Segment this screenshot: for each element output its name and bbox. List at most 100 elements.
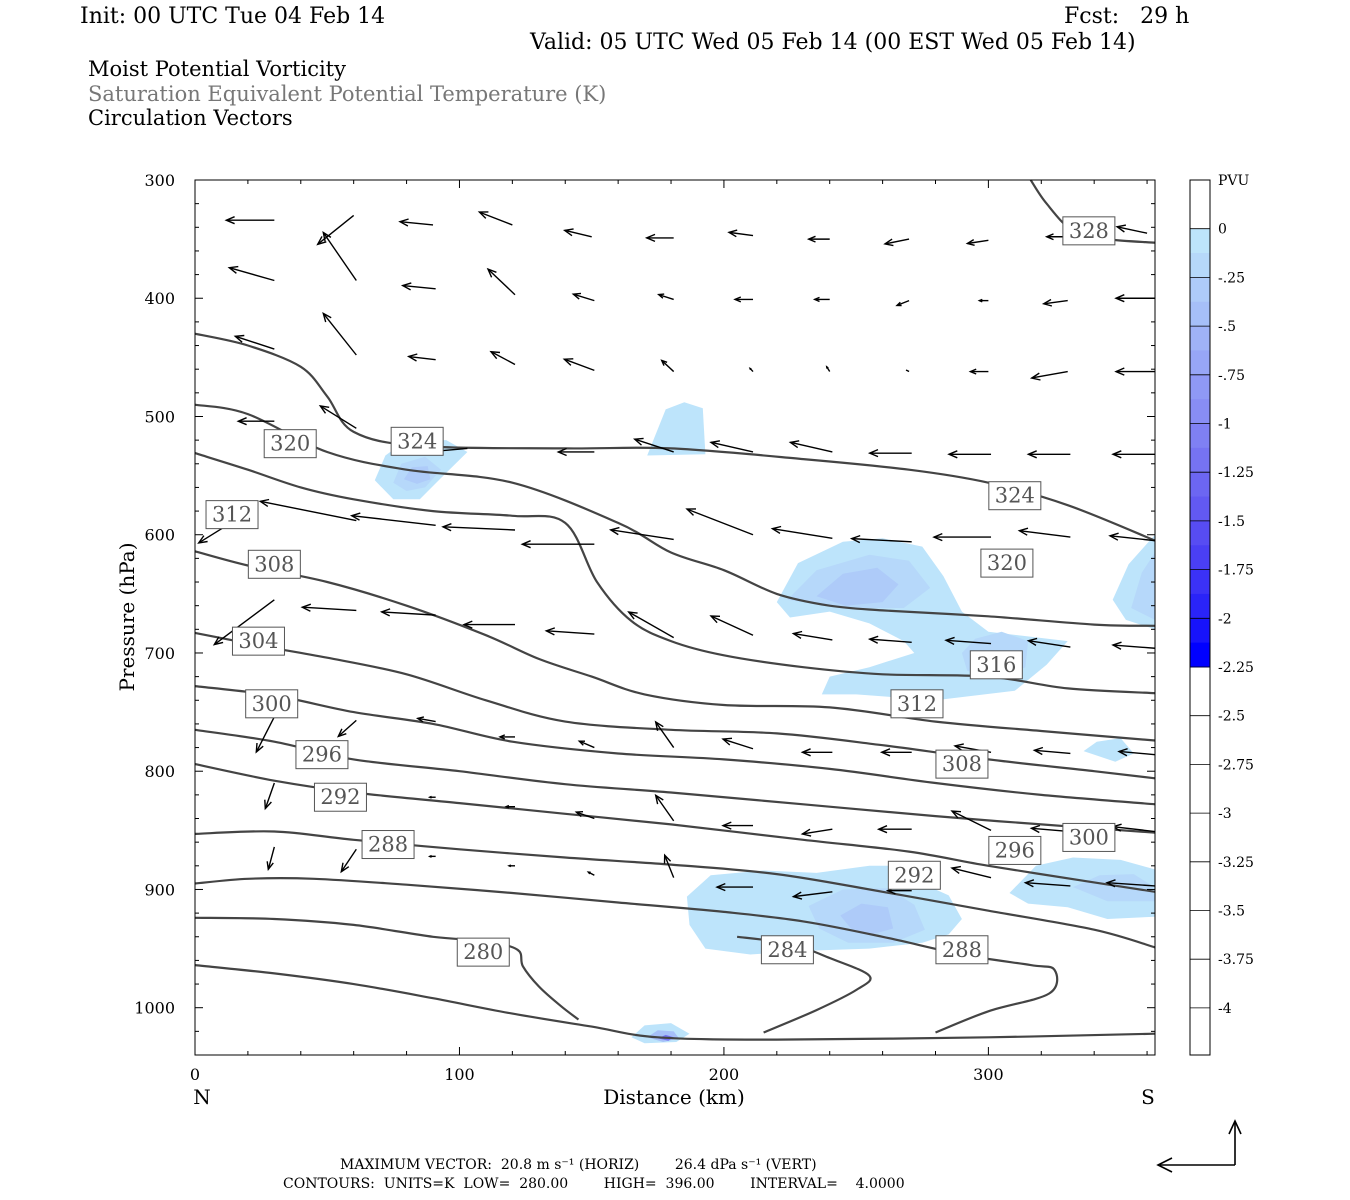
contour-label-box	[456, 937, 510, 967]
field-title-mpv: Moist Potential Vorticity	[88, 57, 346, 81]
x-tick-label: 300	[973, 1065, 1004, 1084]
circulation-vector	[415, 716, 436, 723]
contour-label: 312	[897, 692, 937, 716]
circulation-vector	[1029, 370, 1068, 381]
vector-shaft	[1028, 639, 1071, 648]
circulation-vector	[1105, 879, 1156, 888]
circulation-vector	[770, 525, 833, 539]
vector-shaft	[1112, 826, 1156, 833]
vector-shaft	[655, 721, 675, 748]
vector-shaft	[260, 500, 357, 522]
circulation-vector	[721, 821, 754, 830]
contour-label-box	[313, 782, 367, 812]
colorbar-swatch	[1190, 545, 1210, 571]
theta-e-contour	[194, 550, 1156, 742]
vector-head	[1044, 233, 1054, 241]
circulation-vector	[800, 748, 833, 757]
vector-head	[318, 404, 330, 414]
vector-head	[791, 630, 803, 639]
vector-head	[258, 498, 270, 507]
vector-head	[663, 853, 672, 864]
circulation-vector	[1017, 527, 1071, 538]
vector-head	[316, 236, 327, 246]
contour-label-box	[263, 429, 317, 459]
vector-shaft	[381, 611, 436, 616]
vector-head	[349, 512, 361, 521]
vector-shaft	[851, 537, 912, 543]
vector-shaft	[1031, 370, 1068, 379]
vector-head	[1041, 298, 1053, 307]
vector-head	[1114, 294, 1125, 303]
colorbar-label: -1.5	[1218, 514, 1245, 530]
colorbar-swatch	[1190, 277, 1210, 303]
theta-e-contour	[194, 877, 1059, 1034]
circulation-vector	[791, 891, 833, 900]
vector-head	[721, 737, 733, 746]
vector-head	[644, 233, 656, 243]
vector-head	[255, 742, 264, 754]
vector-head	[944, 636, 955, 646]
vector-shaft	[658, 293, 674, 301]
vector-head	[379, 608, 391, 617]
vector-head	[462, 620, 473, 629]
contour-label-box	[890, 689, 944, 719]
vector-head	[895, 301, 902, 307]
vector-shaft	[322, 312, 357, 356]
vector-head	[544, 627, 556, 636]
vector-shaft	[951, 867, 992, 879]
circulation-vector	[1115, 224, 1148, 234]
y-tick-label: 800	[144, 762, 175, 781]
vector-head	[1115, 224, 1127, 233]
colorbar-label: -2.25	[1218, 660, 1254, 676]
circulation-vector	[489, 350, 516, 366]
circulation-vector	[1111, 641, 1156, 650]
vector-head	[977, 298, 983, 303]
colorbar-swatch	[1190, 472, 1210, 498]
vector-head	[571, 292, 582, 300]
contour-label: 284	[767, 938, 807, 962]
circulation-vector	[264, 782, 275, 811]
circulation-vector	[571, 292, 595, 302]
legend-title: PVU	[1218, 173, 1250, 189]
y-tick-label: 900	[144, 880, 175, 899]
y-tick-label: 600	[144, 526, 175, 545]
circulation-vector	[336, 719, 357, 738]
vector-shaft	[479, 211, 513, 226]
vector-shaft	[399, 221, 434, 226]
vector-shaft	[710, 615, 754, 636]
vector-shaft	[564, 229, 592, 238]
circulation-vector	[322, 231, 357, 281]
vector-head	[1029, 824, 1041, 834]
vector-shaft	[417, 717, 436, 723]
circulation-vector	[685, 508, 754, 536]
x-tick-label: 0	[190, 1065, 200, 1084]
vector-shaft	[255, 716, 275, 753]
circulation-vector	[316, 214, 355, 246]
circulation-vector	[477, 211, 513, 226]
circulation-vector	[627, 611, 675, 639]
contour-label-box	[988, 835, 1042, 865]
vector-shaft	[793, 632, 833, 641]
circulation-vector	[660, 359, 675, 373]
vector-head	[441, 523, 452, 532]
vector-head	[965, 239, 975, 246]
contour-label-box	[887, 860, 941, 890]
colorbar-swatch	[1190, 301, 1210, 327]
circulation-vector	[562, 358, 595, 372]
vector-shaft	[869, 638, 912, 644]
vector-head	[556, 447, 567, 457]
vector-head	[224, 216, 235, 225]
circulation-vector	[318, 404, 357, 429]
vector-head	[1026, 637, 1038, 646]
circulation-vector	[562, 228, 592, 238]
vector-shaft	[1116, 226, 1148, 234]
vector-head	[520, 540, 531, 549]
circulation-vector	[1026, 450, 1071, 459]
vector-shaft	[317, 214, 355, 245]
contour-label-box	[760, 935, 814, 965]
contour-label-box	[361, 830, 415, 860]
contour-label: 308	[254, 552, 294, 576]
vector-head	[322, 311, 332, 323]
circulation-vector	[806, 235, 830, 243]
colorbar-swatch	[1190, 253, 1210, 278]
